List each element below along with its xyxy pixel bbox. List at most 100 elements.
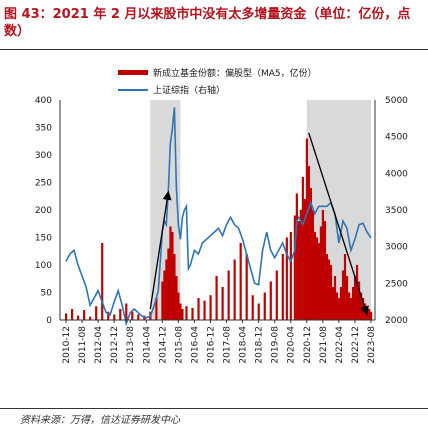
left-tick-label: 250 bbox=[35, 179, 52, 189]
right-axis-ticks: 2000 2500 3000 3500 4000 4500 5000 bbox=[385, 96, 408, 326]
bar bbox=[181, 309, 184, 320]
x-tick-label: 2012-12 bbox=[110, 326, 120, 364]
bar bbox=[257, 303, 260, 320]
source-rule bbox=[0, 408, 428, 409]
bar bbox=[351, 287, 355, 320]
x-tick-label: 2014-04 bbox=[142, 326, 152, 364]
x-tick-label: 2010-12 bbox=[62, 326, 72, 364]
x-tick-label: 2017-08 bbox=[223, 326, 233, 364]
bar bbox=[155, 298, 158, 320]
source-note: 资料来源：万得，信达证券研发中心 bbox=[20, 415, 180, 426]
bar bbox=[285, 237, 288, 320]
bar bbox=[329, 265, 333, 320]
bar bbox=[227, 270, 230, 320]
figure-title: 图 43：2021 年 2 月以来股市中没有太多增量资金（单位：亿份，点数） bbox=[4, 7, 411, 39]
bar bbox=[333, 276, 337, 320]
x-tick-label: 2011-08 bbox=[78, 326, 88, 364]
bar bbox=[317, 243, 321, 320]
bar bbox=[349, 298, 353, 320]
x-tick-label: 2022-04 bbox=[335, 326, 345, 364]
bar bbox=[251, 295, 254, 320]
bar bbox=[173, 254, 176, 320]
bar bbox=[355, 265, 359, 320]
bar bbox=[307, 166, 310, 320]
bar bbox=[299, 210, 302, 320]
bar bbox=[209, 295, 212, 320]
bar bbox=[303, 199, 306, 320]
bar bbox=[297, 221, 300, 320]
bar bbox=[325, 254, 329, 320]
bar bbox=[197, 298, 200, 320]
x-tick-label: 2015-08 bbox=[174, 326, 184, 364]
bar bbox=[203, 300, 206, 320]
bar bbox=[71, 309, 74, 320]
title-rule bbox=[0, 49, 428, 50]
bar bbox=[83, 310, 86, 320]
bar bbox=[313, 232, 317, 320]
x-tick-label: 2023-08 bbox=[367, 326, 377, 364]
legend-swatch-bars bbox=[118, 70, 148, 75]
right-tick-label: 5000 bbox=[385, 96, 408, 106]
bar bbox=[269, 281, 272, 320]
x-tick-label: 2019-08 bbox=[271, 326, 281, 364]
bar bbox=[175, 276, 178, 320]
bar bbox=[101, 243, 104, 320]
bar bbox=[119, 309, 122, 320]
bar bbox=[161, 281, 164, 320]
index-line bbox=[65, 107, 372, 327]
bar bbox=[233, 259, 236, 320]
bar bbox=[185, 306, 188, 320]
bar bbox=[171, 232, 174, 320]
bar bbox=[169, 226, 172, 320]
bar bbox=[353, 276, 357, 320]
bar bbox=[107, 311, 110, 320]
x-tick-label: 2012-04 bbox=[94, 326, 104, 364]
bar bbox=[305, 138, 308, 320]
bar bbox=[337, 298, 341, 320]
bar bbox=[191, 307, 194, 320]
bar bbox=[311, 210, 315, 320]
bar bbox=[345, 276, 349, 320]
bar bbox=[327, 259, 331, 320]
bar bbox=[167, 248, 170, 320]
bar bbox=[163, 270, 166, 320]
bar bbox=[221, 287, 224, 320]
left-tick-label: 200 bbox=[35, 206, 52, 216]
shaded-periods bbox=[150, 100, 371, 320]
left-axis-ticks: 0 50 100 150 200 250 300 350 400 bbox=[35, 96, 52, 326]
bar bbox=[335, 292, 339, 320]
right-tick-label: 4500 bbox=[385, 133, 408, 143]
bar bbox=[331, 287, 335, 320]
left-tick-label: 150 bbox=[35, 234, 52, 244]
x-tick-label: 2021-08 bbox=[319, 326, 329, 364]
bar bbox=[275, 270, 278, 320]
bar bbox=[347, 292, 351, 320]
left-tick-label: 0 bbox=[46, 316, 52, 326]
left-tick-label: 350 bbox=[35, 124, 52, 134]
bar bbox=[239, 243, 242, 320]
bar bbox=[367, 309, 371, 320]
bar bbox=[77, 315, 80, 320]
bar bbox=[370, 311, 373, 320]
right-tick-label: 3500 bbox=[385, 206, 408, 216]
bar bbox=[245, 254, 248, 320]
legend-label-bars: 新成立基金份额：偏股型（MA5，亿份） bbox=[153, 67, 317, 79]
chart: 0 50 100 150 200 250 300 350 400 2000 2500 3000 350… bbox=[35, 67, 408, 364]
left-tick-label: 50 bbox=[41, 289, 53, 299]
right-tick-label: 4000 bbox=[385, 169, 408, 179]
bar bbox=[321, 210, 325, 320]
line-series bbox=[65, 107, 372, 327]
bar bbox=[315, 237, 319, 320]
right-tick-label: 3000 bbox=[385, 243, 408, 253]
bar bbox=[131, 311, 134, 320]
bar bbox=[65, 313, 68, 320]
x-tick-label: 2016-04 bbox=[190, 326, 200, 364]
legend-label-line: 上证综指（右轴） bbox=[153, 84, 225, 96]
bar bbox=[113, 314, 116, 320]
bar bbox=[323, 221, 327, 320]
x-tick-label: 2020-12 bbox=[303, 326, 313, 364]
left-tick-label: 300 bbox=[35, 151, 52, 161]
bar bbox=[177, 292, 180, 320]
bar bbox=[263, 292, 266, 320]
x-tick-label: 2013-08 bbox=[126, 326, 136, 364]
